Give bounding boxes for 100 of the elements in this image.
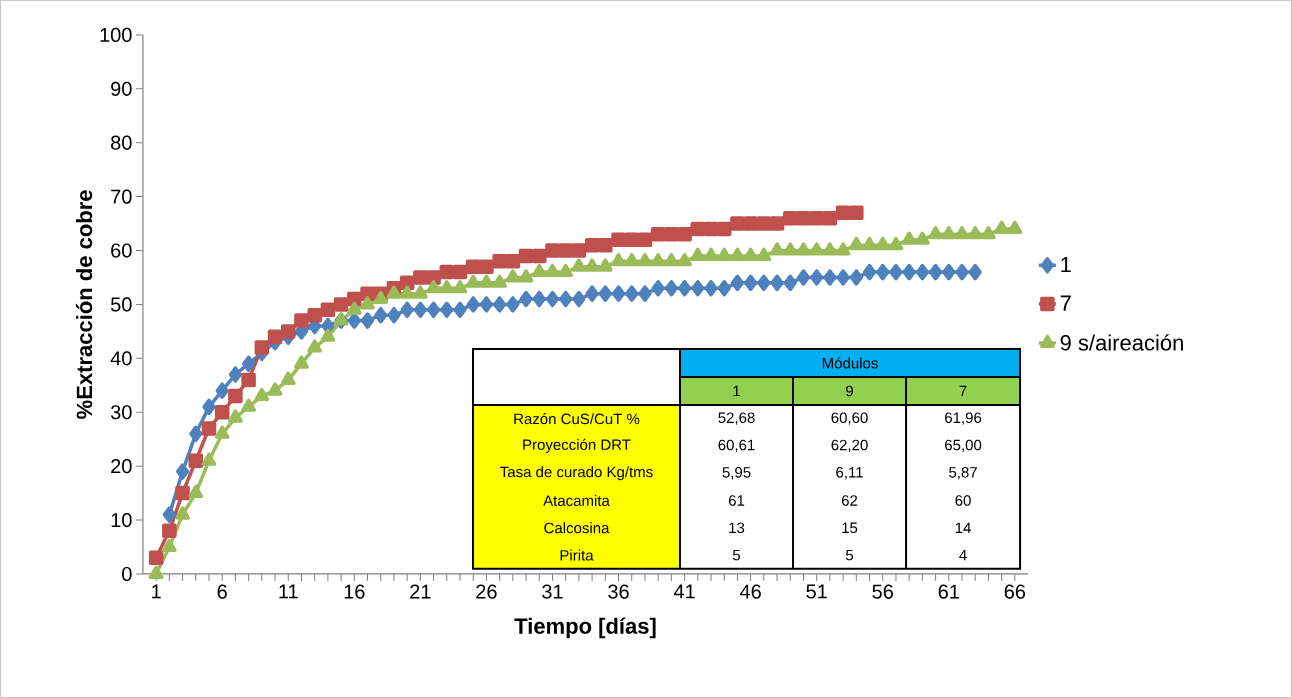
text: 13 [729, 522, 745, 534]
y-tick-label: 0 [122, 566, 132, 582]
x-tick-label: 61 [938, 584, 959, 599]
y-axis-title: %Extracción de cobre [75, 190, 93, 419]
y-tick-label: 80 [111, 135, 132, 150]
point [201, 421, 217, 436]
point [254, 340, 270, 355]
text: 62 [841, 495, 858, 506]
text: 52,68 [718, 412, 755, 425]
x-tick-label: 21 [410, 584, 431, 599]
x-tick-label: 6 [217, 584, 227, 599]
point [281, 324, 296, 339]
point [320, 302, 336, 318]
point [214, 405, 230, 420]
point [611, 232, 626, 248]
x-tick-label: 26 [476, 584, 497, 599]
point [730, 216, 745, 231]
text: 60,60 [831, 412, 868, 425]
point [835, 205, 851, 221]
point [545, 243, 560, 258]
x-tick-label: 51 [806, 584, 827, 599]
point [162, 523, 177, 539]
category-label: Tasa de curado Kg/tms [500, 466, 653, 481]
category-label: 7 [959, 385, 967, 397]
point [413, 270, 428, 285]
point [175, 485, 190, 501]
y-tick-label: 10 [111, 513, 132, 528]
legend-label: 1 [1061, 257, 1071, 273]
point [492, 254, 507, 269]
point [716, 221, 732, 237]
point [809, 210, 824, 226]
point [333, 297, 349, 312]
point [241, 372, 256, 388]
point [571, 243, 587, 258]
point [703, 221, 719, 237]
y-tick-label: 20 [111, 459, 132, 474]
point [783, 210, 798, 226]
text: 5,95 [722, 467, 751, 480]
text: 65,00 [945, 439, 982, 453]
point [584, 237, 600, 253]
category-label: 1 [733, 385, 740, 397]
x-axis-title: Tiempo [días] [514, 617, 656, 639]
point [664, 227, 679, 242]
text: 15 [842, 522, 858, 534]
point [822, 210, 838, 226]
text: 14 [955, 522, 971, 534]
category-label: Atacamita [543, 495, 610, 507]
x-tick-label: 41 [673, 584, 695, 599]
category-label: Calcosina [544, 522, 610, 534]
text: Módulos [822, 357, 878, 369]
point [267, 329, 283, 345]
text: 62,20 [831, 439, 868, 453]
y-tick-label: 70 [111, 189, 132, 204]
point [465, 259, 481, 274]
point [228, 388, 243, 404]
x-tick-label: 11 [279, 584, 298, 599]
x-tick-label: 36 [608, 584, 629, 599]
point [148, 550, 164, 566]
point [756, 216, 772, 231]
x-tick-label: 16 [344, 584, 365, 599]
point [598, 237, 613, 253]
x-tick-label: 66 [1004, 584, 1026, 599]
x-tick-label: 56 [872, 584, 893, 599]
category-label: 9 [846, 385, 853, 397]
point [439, 264, 455, 280]
x-tick-label: 1 [152, 584, 161, 599]
point [479, 259, 494, 274]
point [690, 221, 706, 237]
y-tick-label: 50 [110, 297, 132, 312]
text: 6,11 [836, 467, 863, 480]
category-label: Pirita [560, 549, 594, 561]
point [796, 210, 811, 226]
y-tick-label: 60 [111, 243, 132, 258]
point [677, 227, 692, 242]
y-tick-label: 100 [100, 27, 132, 43]
point [532, 248, 547, 264]
point [743, 216, 758, 231]
point [849, 205, 864, 221]
text: 4 [959, 550, 967, 561]
point [558, 243, 573, 258]
text: 60 [955, 495, 971, 506]
point [624, 232, 639, 248]
category-label: Proyección DRT [523, 438, 631, 454]
point [188, 453, 204, 469]
point [769, 216, 785, 231]
text: 5 [732, 549, 741, 561]
category-label: Razón CuS/CuT % [514, 413, 640, 425]
y-tick-label: 30 [110, 405, 132, 420]
x-tick-label: 46 [739, 584, 761, 599]
text: 60,61 [718, 439, 755, 453]
x-tick-label: 31 [542, 584, 563, 599]
y-tick-label: 40 [110, 351, 132, 366]
legend-label: 9 s/aireación [1060, 334, 1183, 351]
text: 61,96 [945, 412, 982, 425]
text: 5 [845, 549, 854, 561]
point [452, 264, 468, 280]
point [505, 254, 521, 269]
y-tick-label: 90 [111, 81, 132, 96]
legend-label: 7 [1060, 295, 1071, 311]
text: 61 [728, 495, 745, 506]
